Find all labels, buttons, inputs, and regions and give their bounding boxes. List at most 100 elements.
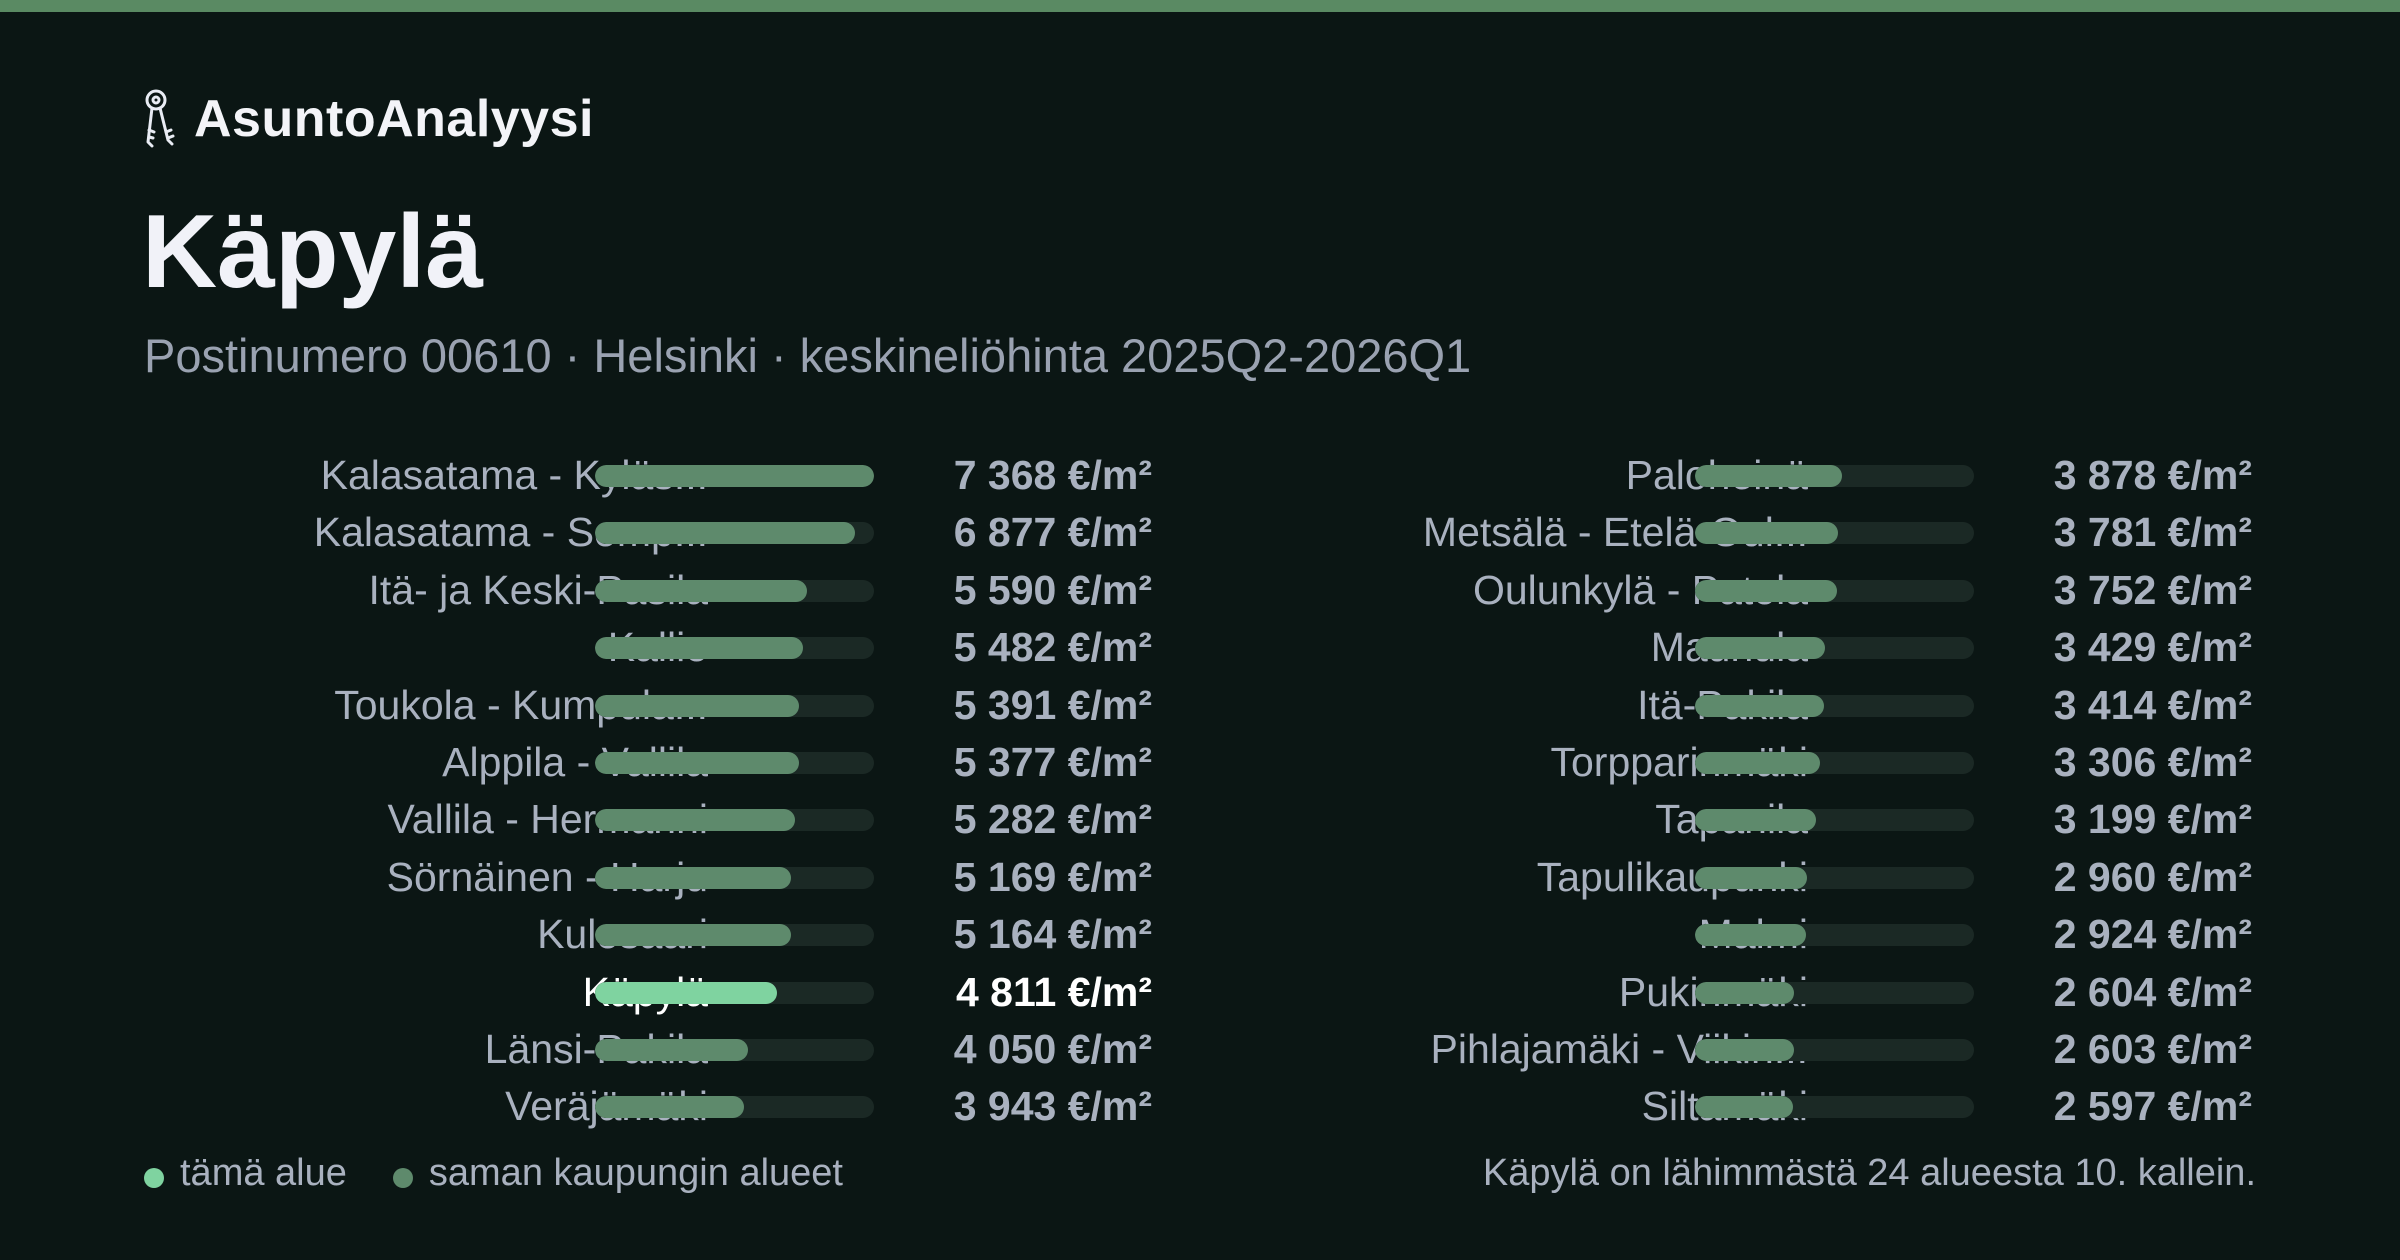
ranking-row: Oulunkylä - Patola 3 752 €/m² (1240, 562, 2260, 619)
price-bar-track (1695, 694, 1974, 717)
ranking-row: Pukinmäki2 604 €/m² (1240, 964, 2260, 1021)
legend-dot-current-icon (144, 1167, 164, 1188)
page-subtitle: Postinumero 00610 · Helsinki · keskineli… (144, 329, 1472, 382)
price-value: 6 877 €/m² (953, 509, 1152, 556)
price-bar-track (1695, 522, 1974, 545)
ranking-row: Sörnäinen - Harju 5 169 €/m² (140, 849, 1160, 906)
legend-item-current: tämä alue (144, 1152, 347, 1195)
price-value: 2 597 €/m² (2053, 1083, 2252, 1130)
price-bar (595, 924, 791, 947)
ranking-row-current: Käpylä4 811 €/m² (140, 964, 1160, 1021)
ranking-row: Itä-Pakila3 414 €/m² (1240, 677, 2260, 734)
price-bar-track (1695, 637, 1974, 660)
price-bar-track (1695, 579, 1974, 602)
ranking-row: Maunula3 429 €/m² (1240, 619, 2260, 676)
price-bar (595, 694, 800, 717)
ranking-row: Pihlajamäki - Viikin... 2 603 €/m² (1240, 1021, 2260, 1078)
price-bar-track (1695, 465, 1974, 487)
ranking-row: Malmi2 924 €/m² (1240, 906, 2260, 963)
price-bar (1695, 809, 1817, 832)
brand: AsuntoAnalyysi (140, 88, 594, 150)
price-bar-track (595, 579, 874, 602)
price-value: 2 960 €/m² (2053, 853, 2252, 900)
price-bar-track (595, 694, 874, 717)
price-bar-track (595, 751, 874, 774)
price-bar (1695, 924, 1806, 947)
price-value: 5 377 €/m² (953, 738, 1152, 785)
price-bar (1695, 751, 1821, 774)
price-bar (1695, 579, 1838, 602)
price-value: 5 169 €/m² (953, 853, 1152, 900)
top-accent-bar (0, 0, 2400, 12)
price-bar-track (1695, 866, 1974, 889)
legend-item-others: saman kaupungin alueet (392, 1152, 843, 1195)
ranking-row: Vallila - Hermanni 5 282 €/m² (140, 791, 1160, 848)
price-value: 5 391 €/m² (953, 681, 1152, 728)
price-bar-track (595, 924, 874, 947)
keys-icon (140, 88, 180, 150)
legend-label-current: tämä alue (180, 1152, 347, 1194)
price-bar (1695, 1038, 1794, 1061)
ranking-row: Kalasatama - Kyläs... 7 368 €/m² (140, 447, 1160, 504)
price-value: 7 368 €/m² (953, 452, 1152, 498)
price-bar-track (595, 637, 874, 660)
price-value: 5 282 €/m² (953, 796, 1152, 843)
price-bar (1695, 866, 1808, 889)
price-bar-track (1695, 981, 1974, 1004)
price-value: 3 752 €/m² (2053, 566, 2252, 613)
page-title: Käpylä (142, 194, 484, 310)
ranking-row: Kallio5 482 €/m² (140, 619, 1160, 676)
price-value: 3 429 €/m² (2053, 624, 2252, 671)
price-bar (1695, 522, 1839, 545)
ranking-row: Itä- ja Keski-Pasila 5 590 €/m² (140, 562, 1160, 619)
ranking-row: Länsi-Pakila4 050 €/m² (140, 1021, 1160, 1078)
price-bar-track (595, 1096, 874, 1119)
price-value: 4 050 €/m² (953, 1025, 1152, 1072)
legend-label-others: saman kaupungin alueet (428, 1152, 843, 1194)
price-bar (595, 522, 856, 545)
price-bar (595, 579, 807, 602)
price-bar (1695, 981, 1794, 1004)
price-value: 5 164 €/m² (953, 911, 1152, 958)
price-bar-track (1695, 809, 1974, 832)
ranking-row: Kulosaari5 164 €/m² (140, 906, 1160, 963)
price-bar-track (595, 981, 874, 1004)
price-value: 4 811 €/m² (955, 968, 1152, 1015)
legend: tämä alue saman kaupungin alueet (144, 1152, 889, 1195)
price-bar-track (1695, 1038, 1974, 1061)
price-value: 3 199 €/m² (2053, 796, 2252, 843)
ranking-row: Alppila - Vallila 5 377 €/m² (140, 734, 1160, 791)
price-value: 2 603 €/m² (2053, 1025, 2252, 1072)
price-value: 2 924 €/m² (2053, 911, 2252, 958)
price-bar-track (595, 1038, 874, 1061)
price-bar-track (1695, 751, 1974, 774)
price-bar (595, 1096, 745, 1119)
price-bar (1695, 694, 1825, 717)
price-value: 2 604 €/m² (2053, 968, 2252, 1015)
ranking-row: Kalasatama - Somp... 6 877 €/m² (140, 504, 1160, 561)
ranking-row: Tapulikaupunki 2 960 €/m² (1240, 849, 2260, 906)
price-bar (595, 751, 799, 774)
price-bar-track (595, 809, 874, 832)
price-bar-track (595, 866, 874, 889)
rank-note: Käpylä on lähimmästä 24 alueesta 10. kal… (1482, 1152, 2256, 1194)
ranking-row: Tapanila3 199 €/m² (1240, 791, 2260, 848)
ranking-row: Veräjämäki3 943 €/m² (140, 1078, 1160, 1135)
price-bar (595, 465, 874, 487)
brand-name: AsuntoAnalyysi (194, 90, 594, 148)
price-bar-track (1695, 924, 1974, 947)
legend-dot-others-icon (392, 1167, 413, 1188)
ranking-column-left: Kalasatama - Kyläs... 7 368 €/m² Kalasatam… (140, 447, 1160, 1136)
price-value: 5 482 €/m² (953, 624, 1152, 671)
price-value: 3 306 €/m² (2053, 738, 2252, 785)
price-bar (1695, 637, 1825, 660)
price-bar (595, 866, 791, 889)
price-bar-track (595, 522, 874, 545)
price-value: 5 590 €/m² (953, 566, 1152, 613)
price-bar (1695, 1096, 1794, 1119)
ranking-row: Paloheinä3 878 €/m² (1240, 447, 2260, 504)
ranking-row: Torpparinmäki 3 306 €/m² (1240, 734, 2260, 791)
price-bar-track (1695, 1096, 1974, 1119)
price-bar (1695, 465, 1842, 487)
price-bar (595, 637, 803, 660)
